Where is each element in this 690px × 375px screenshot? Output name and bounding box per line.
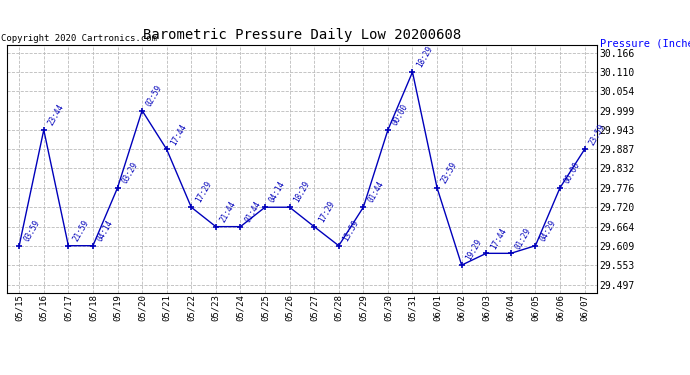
Text: 23:59: 23:59: [587, 122, 607, 147]
Text: 01:29: 01:29: [513, 226, 533, 251]
Text: 00:00: 00:00: [391, 103, 410, 127]
Text: 17:44: 17:44: [170, 122, 189, 147]
Text: 17:29: 17:29: [194, 180, 213, 204]
Text: 21:44: 21:44: [219, 200, 238, 224]
Text: Copyright 2020 Cartronics.com: Copyright 2020 Cartronics.com: [1, 34, 157, 43]
Text: 04:14: 04:14: [96, 218, 115, 243]
Text: 03:29: 03:29: [120, 160, 139, 185]
Text: 23:44: 23:44: [46, 103, 66, 127]
Text: 04:29: 04:29: [538, 218, 558, 243]
Text: 00:00: 00:00: [563, 160, 582, 185]
Text: 04:14: 04:14: [268, 180, 287, 204]
Text: 23:59: 23:59: [440, 160, 460, 185]
Text: 19:29: 19:29: [464, 238, 484, 262]
Text: 02:59: 02:59: [145, 83, 164, 108]
Text: 01:44: 01:44: [243, 200, 263, 224]
Text: 17:29: 17:29: [317, 200, 336, 224]
Title: Barometric Pressure Daily Low 20200608: Barometric Pressure Daily Low 20200608: [143, 28, 461, 42]
Text: 18:29: 18:29: [293, 180, 312, 204]
Text: 13:59: 13:59: [342, 218, 361, 243]
Text: 21:59: 21:59: [71, 218, 90, 243]
Text: 18:29: 18:29: [415, 45, 435, 69]
Text: 17:44: 17:44: [489, 226, 509, 251]
Text: Pressure (Inches/Hg): Pressure (Inches/Hg): [600, 39, 690, 50]
Text: 01:44: 01:44: [366, 180, 386, 204]
Text: 03:59: 03:59: [22, 218, 41, 243]
